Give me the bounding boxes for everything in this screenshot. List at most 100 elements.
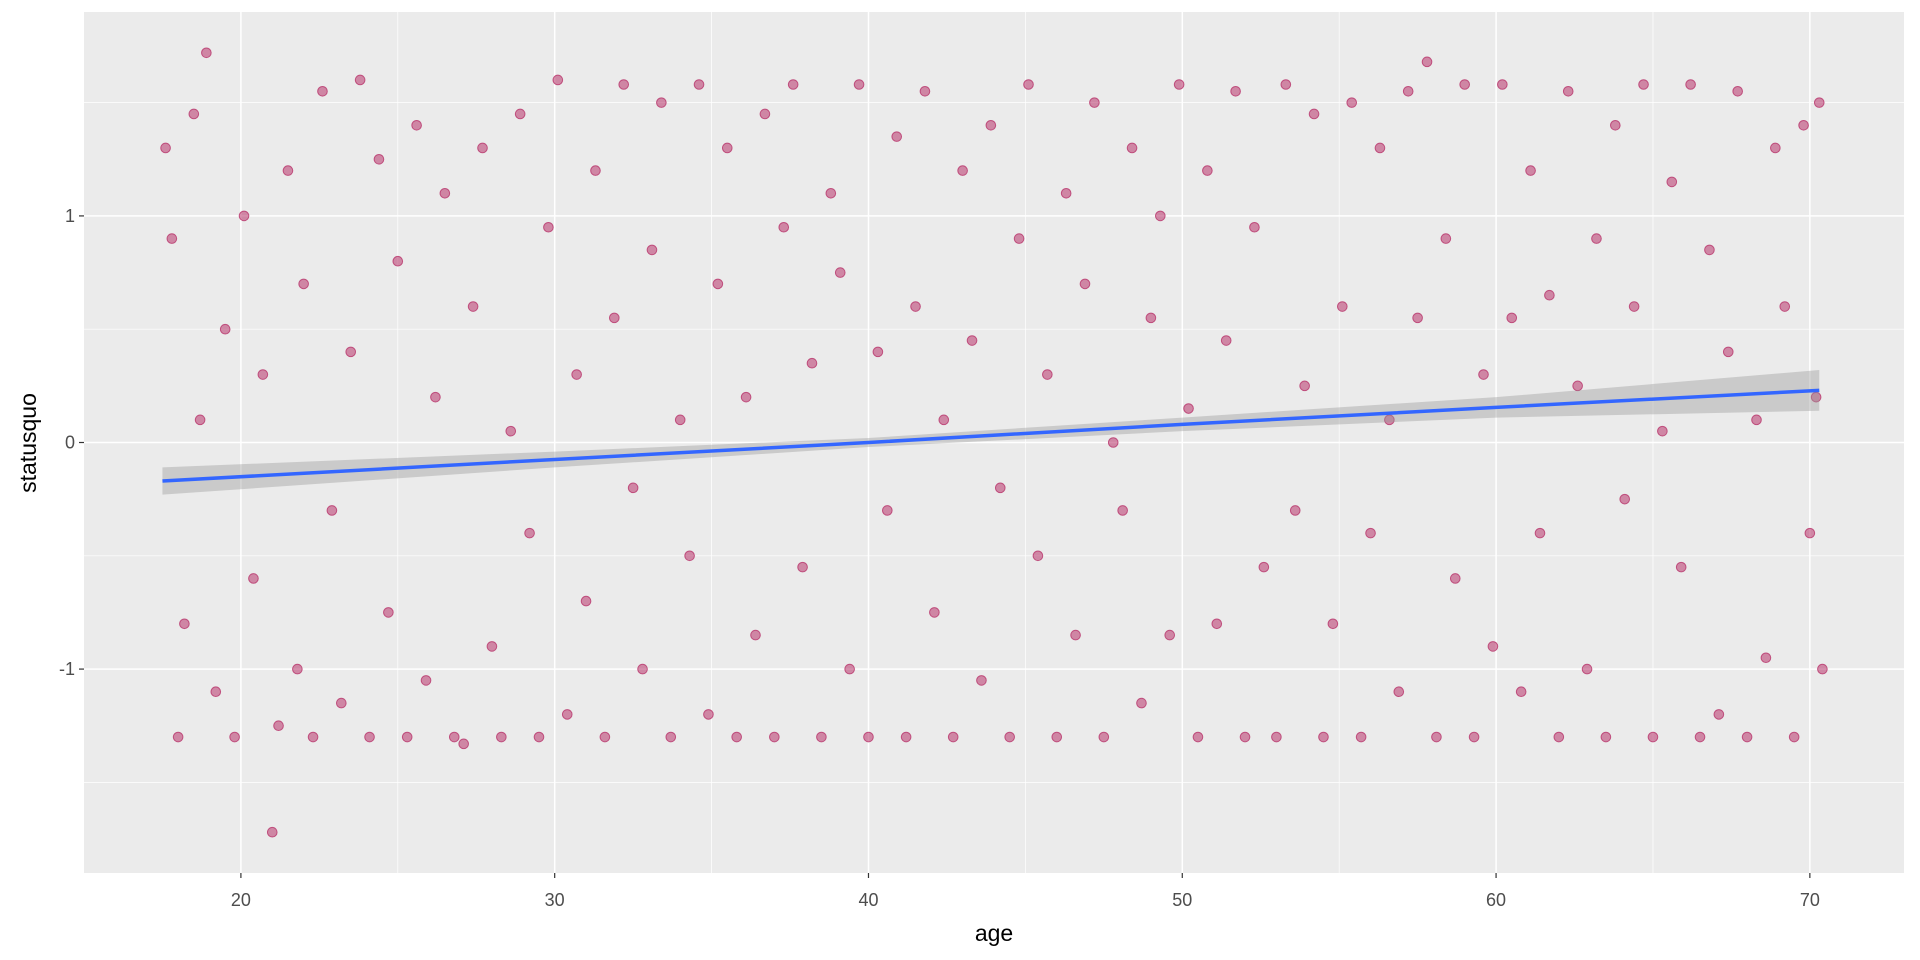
point — [1145, 312, 1157, 324]
point — [1089, 97, 1100, 108]
point — [219, 323, 231, 335]
point — [1741, 731, 1753, 743]
point — [712, 278, 724, 290]
point — [1374, 142, 1386, 154]
x-tick-label: 30 — [545, 890, 565, 910]
point — [769, 731, 780, 743]
point — [1478, 369, 1489, 380]
point — [787, 79, 799, 90]
point — [1628, 301, 1640, 312]
point — [1421, 56, 1433, 68]
point — [816, 731, 827, 743]
point — [929, 607, 940, 618]
point — [1431, 731, 1442, 743]
point — [1572, 380, 1583, 392]
point — [505, 425, 517, 437]
x-axis-title: age — [975, 920, 1013, 946]
point — [496, 731, 507, 743]
point — [1506, 312, 1518, 324]
trend-line — [162, 388, 1820, 483]
y-tick-label: -1 — [59, 659, 75, 679]
point — [910, 301, 921, 312]
x-tick-label: 40 — [858, 890, 878, 910]
point — [552, 74, 564, 86]
point — [1553, 731, 1565, 743]
point — [524, 527, 535, 539]
point — [806, 357, 818, 369]
point — [282, 165, 294, 176]
y-axis-title: statusquo — [15, 393, 41, 493]
point — [966, 335, 978, 346]
point — [590, 165, 601, 176]
point — [420, 675, 432, 686]
point — [834, 267, 846, 278]
point — [229, 731, 240, 743]
x-tick-label: 60 — [1486, 890, 1506, 910]
point — [373, 153, 385, 165]
confidence-band — [162, 369, 1820, 495]
point — [317, 86, 328, 97]
x-tick-label: 50 — [1172, 890, 1192, 910]
point — [1299, 380, 1310, 392]
point — [533, 731, 545, 743]
point — [1239, 731, 1251, 743]
point — [257, 369, 269, 380]
point — [1220, 335, 1232, 346]
point — [1497, 79, 1508, 90]
point — [439, 187, 451, 199]
point — [1023, 79, 1034, 90]
point — [1562, 86, 1574, 97]
point — [201, 47, 212, 59]
point — [900, 731, 912, 743]
point — [1813, 97, 1825, 108]
y-tick-label: 0 — [65, 433, 75, 453]
point — [172, 731, 184, 743]
plot-area — [84, 12, 1904, 873]
point — [266, 826, 278, 838]
point — [1798, 119, 1809, 131]
point — [957, 165, 968, 176]
point — [1770, 142, 1781, 154]
point — [797, 561, 808, 573]
point — [627, 482, 639, 494]
point — [273, 720, 284, 732]
point — [1638, 79, 1649, 90]
point — [364, 731, 375, 743]
point — [637, 663, 648, 675]
point — [1107, 437, 1119, 448]
point — [1487, 641, 1499, 652]
y-tick-label: 1 — [65, 206, 75, 226]
point — [1393, 686, 1405, 698]
point — [467, 301, 479, 312]
point — [976, 675, 987, 686]
point — [292, 663, 303, 675]
point — [665, 731, 677, 743]
point — [1327, 618, 1339, 630]
point — [1817, 663, 1828, 675]
point — [411, 119, 422, 131]
point — [1337, 301, 1348, 312]
point — [1079, 278, 1091, 290]
point — [684, 550, 695, 562]
point — [1657, 425, 1668, 437]
x-tick-label: 20 — [231, 890, 251, 910]
point — [238, 210, 250, 222]
point — [778, 221, 790, 233]
point — [994, 482, 1006, 494]
point — [1810, 391, 1822, 403]
point — [1675, 561, 1687, 573]
point — [891, 131, 903, 142]
point — [1126, 142, 1138, 154]
point — [674, 414, 686, 426]
point — [1525, 165, 1536, 176]
point — [1318, 731, 1329, 743]
point — [1515, 686, 1527, 698]
point — [919, 86, 931, 97]
point — [248, 573, 259, 584]
point — [448, 731, 460, 743]
point — [1211, 618, 1223, 630]
point — [1788, 731, 1800, 743]
point — [609, 312, 620, 324]
point — [1619, 493, 1631, 505]
